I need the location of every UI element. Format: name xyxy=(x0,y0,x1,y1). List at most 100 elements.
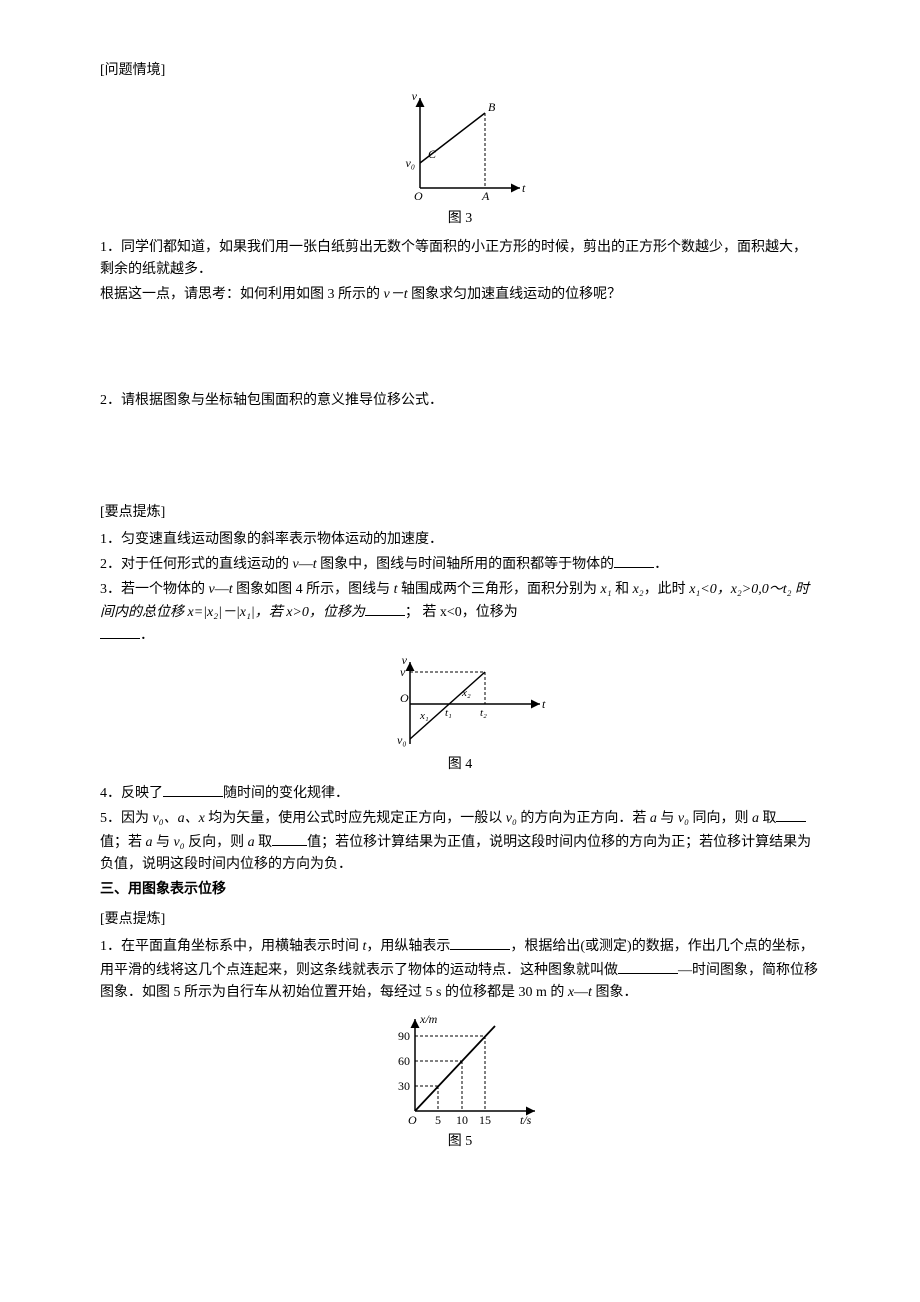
p5h: 与 xyxy=(153,835,174,850)
p5a3: a xyxy=(146,835,153,850)
fig4-t1: t₁ xyxy=(445,707,452,719)
sec3-p1: 1．在平面直角坐标系中，用横轴表示时间 t，用纵轴表示，根据给出(或测定)的数据… xyxy=(100,935,820,1004)
fig3-B: B xyxy=(488,100,496,114)
fig5-y60: 60 xyxy=(398,1054,410,1068)
p5a1: a xyxy=(650,811,657,826)
blank-s3a xyxy=(450,935,510,950)
q1a: 1．同学们都知道，如果我们用一张白纸剪出无数个等面积的小正方形的时候，剪出的正方… xyxy=(100,240,807,277)
figure-3-caption: 图 3 xyxy=(100,208,820,230)
p2a: 2．对于任何形式的直线运动的 xyxy=(100,557,293,572)
fig4-t2: t₂ xyxy=(480,707,487,719)
blank-p3b xyxy=(100,624,140,639)
q1b-vt: v－t xyxy=(384,287,408,302)
blank-p2 xyxy=(614,553,654,568)
p5vars: v₀、a、x xyxy=(153,811,205,826)
sec2-title-text: [要点提炼] xyxy=(100,505,165,520)
p2vt: v―t xyxy=(293,557,317,572)
fig5-x15: 15 xyxy=(479,1113,491,1127)
fig4-O: O xyxy=(400,691,409,705)
p5a2: a xyxy=(752,811,759,826)
sec3-title-text: [要点提炼] xyxy=(100,912,165,927)
blank-p3a xyxy=(365,601,405,616)
s3p1b: ，用纵轴表示 xyxy=(366,939,450,954)
p3d: 和 xyxy=(612,582,633,597)
s3p1xt: x―t xyxy=(568,985,592,1000)
p5i: 反向，则 xyxy=(185,835,248,850)
fig4-t: t xyxy=(542,697,546,711)
fig3-t: t xyxy=(522,181,526,195)
fig3-A: A xyxy=(481,189,490,203)
q2: 2．请根据图象与坐标轴包围面积的意义推导位移公式． xyxy=(100,393,443,408)
figure-5-svg: 30 60 90 5 10 15 O x/m t/s xyxy=(375,1011,545,1131)
p5a: 5．因为 xyxy=(100,811,153,826)
p3e: ，此时 xyxy=(644,582,690,597)
section2-title: [要点提炼] xyxy=(100,502,820,524)
fig4-v0: v₀ xyxy=(397,733,407,747)
section3-heading: 三、用图象表示位移 xyxy=(100,879,820,901)
fig5-xlabel: t/s xyxy=(520,1113,532,1127)
p1: 1．匀变速直线运动图象的斜率表示物体运动的加速度． xyxy=(100,529,820,551)
figure-4-svg: v v O v₀ t t₁ t₂ x₁ x₂ xyxy=(370,654,550,754)
p3x1: x₁ xyxy=(601,582,612,597)
p3b: 图象如图 4 所示，图线与 xyxy=(233,582,394,597)
p3vt: v―t xyxy=(209,582,233,597)
p5v0: v₀ xyxy=(506,811,517,826)
p5c: 的方向为正方向．若 xyxy=(517,811,650,826)
p5b: 均为矢量，使用公式时应先规定正方向，一般以 xyxy=(205,811,506,826)
p3: 3．若一个物体的 v―t 图象如图 4 所示，图线与 t 轴围成两个三角形，面积… xyxy=(100,579,820,648)
fig3-O: O xyxy=(414,189,423,203)
fig3-v: v xyxy=(412,89,418,103)
fig5-y30: 30 xyxy=(398,1079,410,1093)
q2-text: 2．请根据图象与坐标轴包围面积的意义推导位移公式． xyxy=(100,390,820,412)
fig5-y90: 90 xyxy=(398,1029,410,1043)
p5a4: a xyxy=(248,835,255,850)
q1b-text: 根据这一点，请思考：如何利用如图 3 所示的 v－t 图象求匀加速直线运动的位移… xyxy=(100,284,820,306)
s3p1e: 图象． xyxy=(592,985,638,1000)
figure-3-svg: v v₀ C B O A t xyxy=(390,88,530,208)
fig4-vtop: v xyxy=(400,665,406,679)
fig4-x2: x₂ xyxy=(461,687,471,699)
q1b-suf: 图象求匀加速直线运动的位移呢？ xyxy=(408,287,622,302)
p5v0c: v₀ xyxy=(174,835,185,850)
fig5-ylabel: x/m xyxy=(419,1012,438,1026)
p3h: ． xyxy=(140,628,154,643)
fig3-C: C xyxy=(428,147,437,161)
p5f: 取 xyxy=(759,811,777,826)
p3x2: x₂ xyxy=(633,582,644,597)
p5d: 与 xyxy=(657,811,678,826)
fig3-v0: v₀ xyxy=(406,156,416,170)
section3-title: [要点提炼] xyxy=(100,909,820,931)
fig4-x1: x₁ xyxy=(419,710,429,722)
fig5-O: O xyxy=(408,1113,417,1127)
p3a: 3．若一个物体的 xyxy=(100,582,209,597)
gap1 xyxy=(100,308,820,388)
p1-text: 1．匀变速直线运动图象的斜率表示物体运动的加速度． xyxy=(100,532,443,547)
p5: 5．因为 v₀、a、x 均为矢量，使用公式时应先规定正方向，一般以 v₀ 的方向… xyxy=(100,807,820,876)
blank-p5b xyxy=(272,831,307,846)
p2b: 图象中，图线与时间轴所用的面积都等于物体的 xyxy=(317,557,615,572)
p3c: 轴围成两个三角形，面积分别为 xyxy=(398,582,601,597)
blank-p5a xyxy=(776,807,806,822)
p3g: ； 若 x<0，位移为 xyxy=(405,605,518,620)
p2: 2．对于任何形式的直线运动的 v―t 图象中，图线与时间轴所用的面积都等于物体的… xyxy=(100,553,820,576)
q1-text: 1．同学们都知道，如果我们用一张白纸剪出无数个等面积的小正方形的时候，剪出的正方… xyxy=(100,237,820,282)
blank-p4 xyxy=(163,782,223,797)
p2c: ． xyxy=(654,557,668,572)
fig5-x10: 10 xyxy=(456,1113,468,1127)
figure-5-caption: 图 5 xyxy=(100,1131,820,1153)
figure-5: 30 60 90 5 10 15 O x/m t/s 图 5 xyxy=(100,1011,820,1153)
fig5-x5: 5 xyxy=(435,1113,441,1127)
figure-4: v v O v₀ t t₁ t₂ x₁ x₂ 图 4 xyxy=(100,654,820,776)
p5j: 取 xyxy=(255,835,273,850)
p5g: 值；若 xyxy=(100,835,146,850)
sec3-heading-text: 三、用图象表示位移 xyxy=(100,882,226,897)
p4: 4．反映了 随时间的变化规律． xyxy=(100,782,820,805)
blank-s3b xyxy=(618,959,678,974)
p4a: 4．反映了 xyxy=(100,786,163,801)
s3p1a: 1．在平面直角坐标系中，用横轴表示时间 xyxy=(100,939,363,954)
gap2 xyxy=(100,414,820,494)
p4b: 随时间的变化规律． xyxy=(223,786,349,801)
p5e: 同向，则 xyxy=(689,811,752,826)
section1-title: [问题情境] xyxy=(100,60,820,82)
figure-3: v v₀ C B O A t 图 3 xyxy=(100,88,820,230)
